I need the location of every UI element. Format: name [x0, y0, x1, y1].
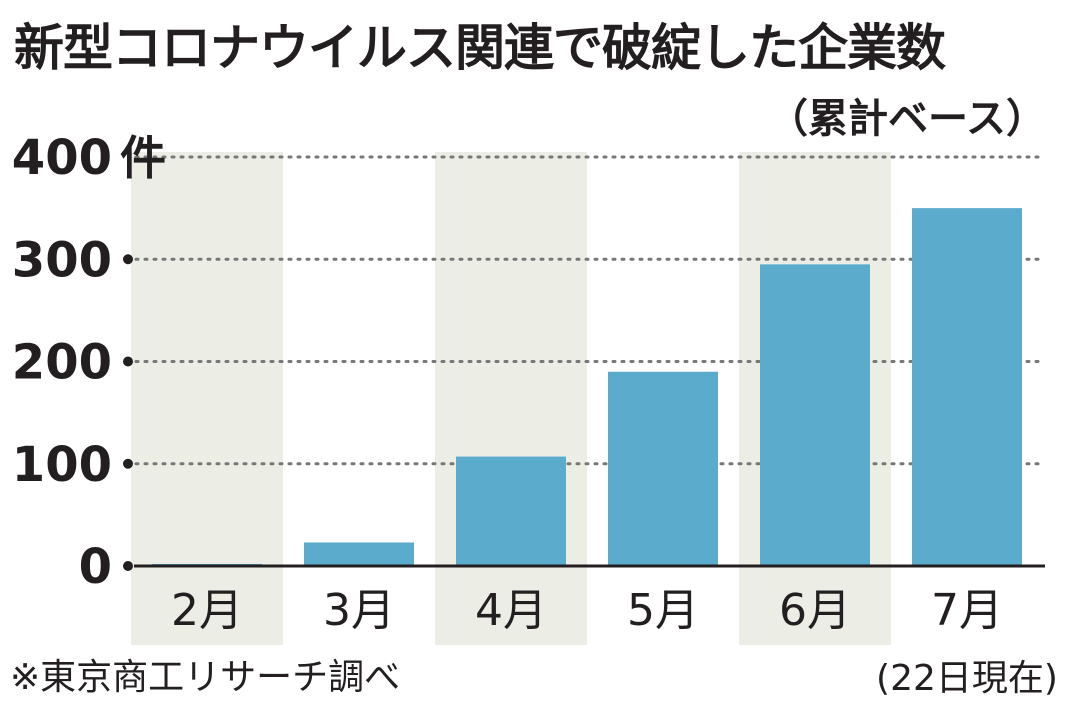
x-tick-label: 5月	[627, 585, 699, 636]
y-tick-label: 300	[12, 232, 112, 288]
x-tick-label: 7月	[931, 585, 1003, 636]
x-tick-label: 4月	[475, 585, 547, 636]
x-tick-note: (22日現在)	[876, 658, 1058, 699]
y-tick-dot	[123, 254, 133, 265]
bar	[304, 542, 414, 566]
y-tick-dot	[123, 356, 133, 367]
bar	[608, 371, 718, 566]
y-tick-label: 200	[12, 335, 112, 391]
column-shade	[435, 152, 587, 645]
bar	[456, 456, 566, 566]
x-tick-label: 3月	[323, 585, 395, 636]
y-tick-dot	[123, 561, 133, 571]
y-tick-label: 400	[12, 130, 112, 186]
source-note: ※東京商工リサーチ調べ	[10, 657, 401, 698]
y-unit-label: 件	[120, 131, 166, 185]
bar	[912, 208, 1022, 566]
y-tick-label: 0	[79, 539, 112, 595]
x-tick-label: 2月	[171, 585, 243, 636]
column-shade	[131, 152, 283, 645]
bar	[760, 264, 870, 566]
chart-subtitle: （累計ベース）	[768, 96, 1046, 142]
y-tick-label: 100	[12, 437, 112, 493]
y-tick-dot	[123, 458, 133, 469]
chart-title: 新型コロナウイルス関連で破綻した企業数	[14, 19, 946, 77]
x-tick-label: 6月	[779, 585, 851, 636]
